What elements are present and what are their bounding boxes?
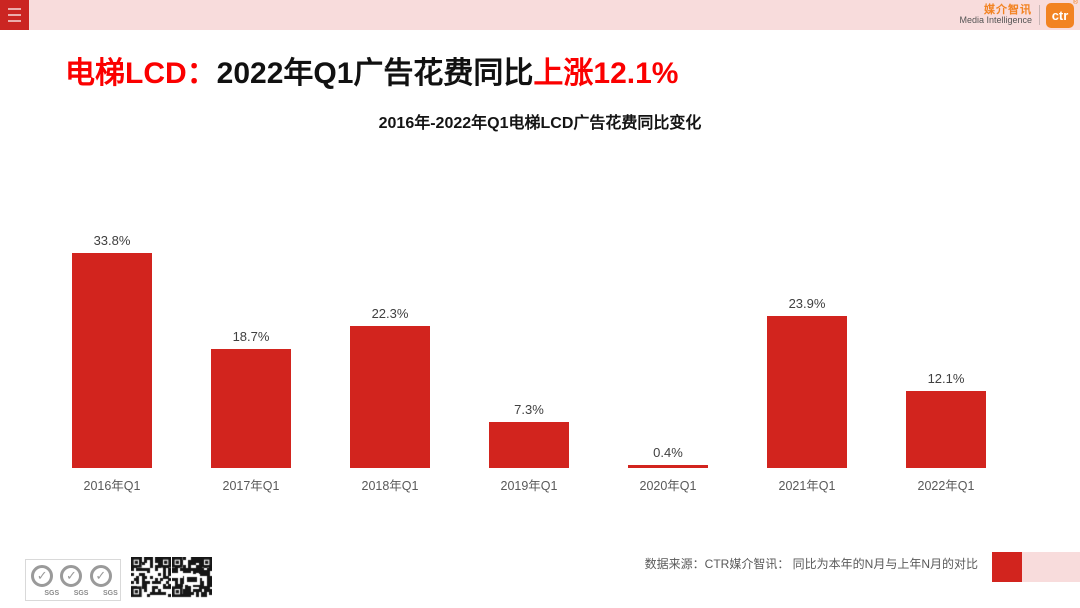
bar-value-label: 0.4% [653, 445, 683, 460]
registered-mark: ® [1072, 0, 1078, 6]
bar [211, 349, 291, 468]
bar-category-label: 2019年Q1 [500, 479, 558, 493]
qr-code [172, 557, 212, 601]
brand-name-cn: 媒介智讯 [984, 4, 1032, 16]
page-title: 电梯LCD：2022年Q1广告花费同比上涨12.1% [65, 48, 679, 92]
bar-value-label: 18.7% [232, 329, 270, 344]
title-highlight: 上涨12.1% [533, 57, 679, 90]
bar-category-label: 2022年Q1 [917, 479, 975, 493]
hamburger-icon [8, 8, 21, 10]
bar-category-label: 2020年Q1 [639, 479, 697, 493]
menu-button[interactable] [0, 0, 29, 30]
bar-value-label: 22.3% [371, 306, 409, 321]
sgs-label: SGS [44, 590, 60, 597]
brand-divider [1039, 5, 1040, 25]
sgs-certification-badges: ✓ SGS ✓ SGS ✓ SGS [25, 559, 121, 601]
bar-category-label: 2021年Q1 [778, 479, 836, 493]
bar-value-label: 12.1% [927, 371, 965, 386]
hamburger-icon [8, 20, 21, 22]
qr-code [131, 557, 171, 599]
bar-value-label: 33.8% [93, 233, 131, 248]
sgs-badge: ✓ SGS [59, 563, 89, 597]
header-bar: 媒介智讯 Media Intelligence ctr ® [0, 0, 1080, 30]
check-icon: ✓ [89, 565, 112, 587]
bar [489, 422, 569, 468]
brand-name-en: Media Intelligence [959, 15, 1032, 26]
sgs-label: SGS [103, 590, 118, 597]
bar-category-label: 2016年Q1 [83, 479, 141, 493]
bar [906, 391, 986, 468]
ctr-logo: ctr [1046, 3, 1074, 28]
brand-logo: 媒介智讯 Media Intelligence ctr ® [959, 0, 1078, 30]
sgs-badge: ✓ SGS [89, 563, 118, 597]
data-source-note: 数据来源：CTR媒介智讯： 同比为本年的N月与上年N月的对比 [644, 557, 978, 571]
check-icon: ✓ [60, 565, 83, 587]
bar-value-label: 7.3% [514, 402, 544, 417]
title-prefix: 电梯LCD： [65, 57, 217, 90]
check-icon: ✓ [31, 565, 54, 587]
sgs-badge: ✓ SGS [30, 563, 60, 597]
hamburger-icon [8, 14, 21, 16]
bar-category-label: 2018年Q1 [361, 479, 419, 493]
bar-value-label: 23.9% [788, 296, 826, 311]
title-middle: 2022年Q1广告花费同比 [216, 57, 534, 90]
bar [628, 465, 708, 468]
bar-category-label: 2017年Q1 [222, 479, 280, 493]
sgs-label: SGS [73, 590, 89, 597]
bar [72, 253, 152, 468]
bar [350, 326, 430, 468]
chart-title: 2016年-2022年Q1电梯LCD广告花费同比变化 [378, 115, 702, 132]
bar [767, 316, 847, 468]
footer-accent-square-light [1022, 552, 1080, 582]
footer-accent-square-dark [992, 552, 1022, 582]
